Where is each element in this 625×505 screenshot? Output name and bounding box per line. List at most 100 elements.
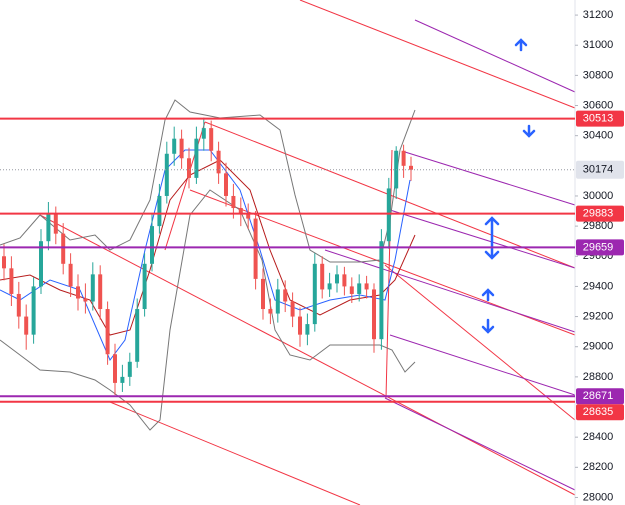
candle-body xyxy=(31,286,36,335)
trend-line xyxy=(384,264,576,421)
candle-body xyxy=(224,173,228,196)
candle-body xyxy=(2,256,6,269)
drawings xyxy=(0,0,576,505)
candle-body xyxy=(201,128,206,139)
candle-body xyxy=(150,226,154,264)
trend-line xyxy=(404,151,576,206)
arrow-up-down xyxy=(484,216,500,260)
candle-body xyxy=(238,208,243,215)
candle-body xyxy=(349,286,354,294)
trend-line xyxy=(164,121,206,251)
bollinger-lower xyxy=(0,189,416,431)
y-tick-label: 29200 xyxy=(583,310,614,322)
candle-body xyxy=(46,214,51,242)
bollinger-upper xyxy=(0,99,416,263)
arrow-up xyxy=(514,38,528,52)
price-badge xyxy=(576,205,624,222)
candle-body xyxy=(409,165,413,170)
candle-body xyxy=(231,195,236,209)
candle-body xyxy=(253,218,258,279)
candle-body xyxy=(127,361,132,377)
candle-body xyxy=(209,128,214,151)
arrow-down xyxy=(522,124,536,138)
y-tick-label: 30800 xyxy=(583,69,614,81)
candle-body xyxy=(357,283,362,294)
candle-body xyxy=(9,268,14,294)
candle-body xyxy=(194,138,199,178)
candle-body xyxy=(261,278,265,310)
candle-body xyxy=(246,214,251,219)
trend-line xyxy=(384,397,576,491)
candle-body xyxy=(298,316,302,335)
candle-body xyxy=(275,289,280,314)
y-tick-label: 31000 xyxy=(583,39,614,51)
price-badge xyxy=(576,388,624,405)
price-badge xyxy=(576,110,624,127)
y-tick-label: 28400 xyxy=(583,431,614,443)
candle-body xyxy=(327,283,332,290)
y-tick-label: 28800 xyxy=(583,371,614,383)
trend-line xyxy=(324,249,576,333)
candle-body xyxy=(16,293,21,317)
trend-line xyxy=(389,334,576,396)
arrow-down xyxy=(481,318,495,334)
trend-line xyxy=(389,209,576,269)
candle-body xyxy=(98,274,103,310)
candle-body xyxy=(113,354,117,383)
candle-body xyxy=(187,158,191,178)
y-tick-label: 30600 xyxy=(583,99,614,111)
y-tick-label: 30400 xyxy=(583,130,614,142)
candle-body xyxy=(24,316,29,335)
candle-body xyxy=(83,298,88,302)
y-tick-label: 28200 xyxy=(583,461,614,473)
price-badge-label: 30513 xyxy=(583,113,614,125)
candle-body xyxy=(268,309,273,314)
candle-body xyxy=(179,138,184,159)
trend-line xyxy=(385,149,393,399)
last-price-label: 30174 xyxy=(583,164,614,176)
candle-body xyxy=(305,324,310,335)
candle-body xyxy=(379,241,384,340)
trend-line xyxy=(299,0,576,109)
candle-body xyxy=(386,188,391,242)
trend-line xyxy=(39,214,576,496)
candle-body xyxy=(164,153,169,196)
y-tick-label: 29000 xyxy=(583,341,614,353)
candle-body xyxy=(120,376,125,383)
trend-line xyxy=(414,19,576,93)
candle-body xyxy=(39,241,43,287)
y-tick-label: 31200 xyxy=(583,9,614,21)
candle-body xyxy=(364,283,369,290)
candle-body xyxy=(61,233,66,264)
candle-body xyxy=(290,301,295,317)
candle-body xyxy=(401,150,406,166)
y-tick-label: 29800 xyxy=(583,220,614,232)
price-badge xyxy=(576,404,624,421)
candle-body xyxy=(105,309,110,355)
price-badge xyxy=(576,239,624,256)
candle-body xyxy=(68,263,73,287)
price-badge-label: 28635 xyxy=(583,406,614,418)
candle-body xyxy=(76,286,80,299)
candle-body xyxy=(335,274,339,284)
price-badge-label: 28671 xyxy=(583,390,614,402)
candle-body xyxy=(157,195,162,227)
y-tick-label: 28000 xyxy=(583,491,614,503)
candle-body xyxy=(312,263,317,325)
trend-line xyxy=(109,401,361,505)
candle-body xyxy=(135,309,140,362)
candle-body xyxy=(142,263,147,310)
candle-body xyxy=(172,138,177,154)
candle-body xyxy=(342,274,347,287)
last-price-badge xyxy=(576,160,624,179)
candle-body xyxy=(283,289,288,302)
candle-body xyxy=(90,274,95,302)
candle-body xyxy=(320,263,325,290)
y-tick-label: 30000 xyxy=(583,190,614,202)
candle-body xyxy=(216,150,221,174)
candle-body xyxy=(53,214,58,234)
arrows xyxy=(481,38,536,334)
price-badge-label: 29659 xyxy=(583,241,614,253)
